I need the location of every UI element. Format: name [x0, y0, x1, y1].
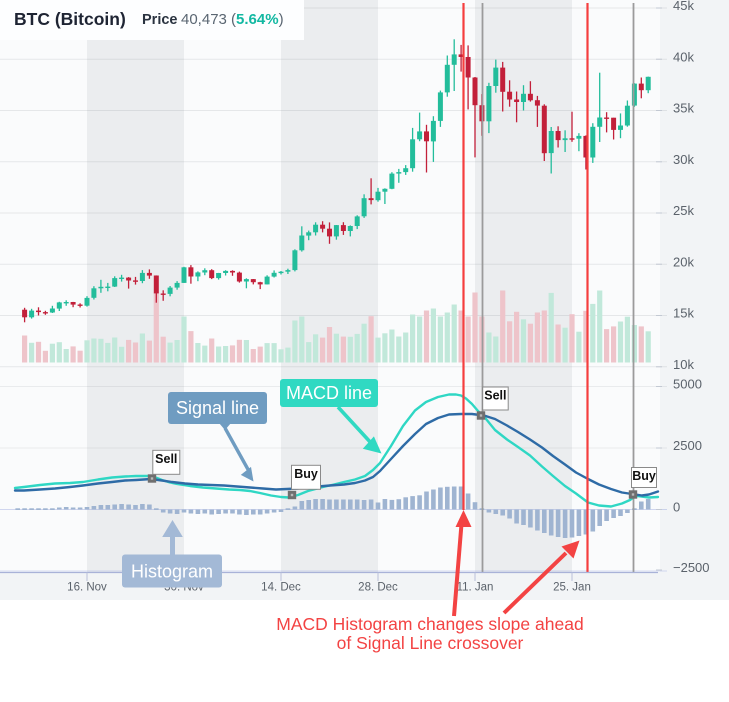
svg-text:Sell: Sell [155, 452, 177, 466]
svg-text:Price: Price [142, 12, 177, 28]
svg-text:MACD line: MACD line [286, 383, 372, 403]
svg-text:14. Dec: 14. Dec [261, 582, 301, 594]
svg-text:25k: 25k [673, 203, 694, 218]
svg-text:10k: 10k [673, 357, 694, 372]
svg-text:2500: 2500 [673, 438, 702, 453]
svg-text:40,473 (5.64%): 40,473 (5.64%) [181, 11, 284, 28]
svg-text:28. Dec: 28. Dec [358, 582, 398, 594]
svg-text:15k: 15k [673, 306, 694, 321]
svg-text:45k: 45k [673, 0, 694, 13]
svg-text:35k: 35k [673, 101, 694, 116]
svg-text:16. Nov: 16. Nov [67, 582, 107, 594]
svg-text:Buy: Buy [294, 467, 318, 481]
svg-text:of Signal Line crossover: of Signal Line crossover [337, 633, 524, 653]
svg-text:Signal line: Signal line [176, 398, 259, 418]
svg-text:Buy: Buy [632, 469, 656, 483]
svg-text:0: 0 [673, 500, 680, 515]
svg-text:30k: 30k [673, 152, 694, 167]
svg-text:−2500: −2500 [673, 560, 710, 575]
svg-text:MACD Histogram changes slope a: MACD Histogram changes slope ahead [276, 614, 583, 634]
svg-text:25. Jan: 25. Jan [553, 582, 591, 594]
svg-text:Sell: Sell [484, 389, 506, 403]
svg-text:20k: 20k [673, 254, 694, 269]
svg-text:11. Jan: 11. Jan [457, 582, 494, 594]
svg-text:Histogram: Histogram [131, 562, 213, 582]
svg-text:5000: 5000 [673, 377, 702, 392]
svg-text:40k: 40k [673, 50, 694, 65]
svg-text:BTC (Bitcoin): BTC (Bitcoin) [14, 9, 126, 29]
